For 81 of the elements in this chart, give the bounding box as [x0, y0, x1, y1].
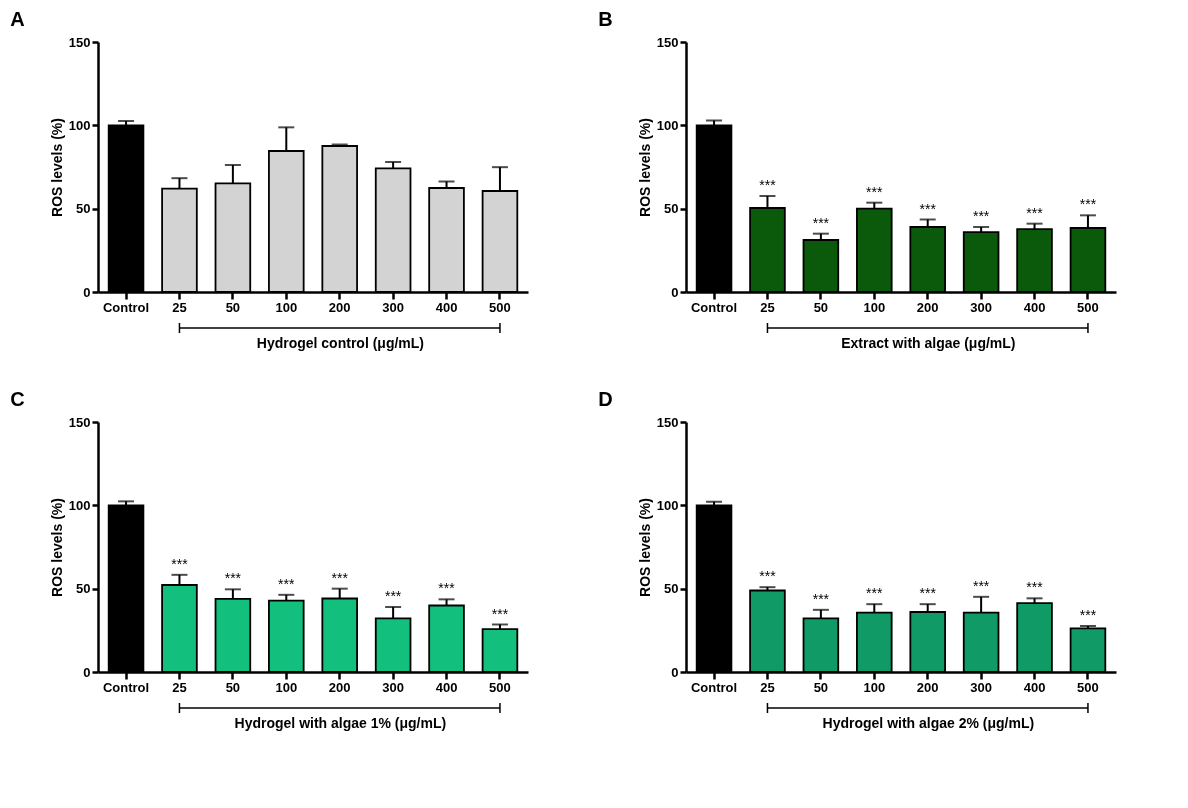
- y-tick-label: 50: [664, 201, 679, 217]
- x-tick-label: 300: [382, 679, 404, 695]
- y-axis-title: ROS levels (%): [48, 118, 65, 217]
- x-tick-label: 50: [813, 679, 829, 695]
- x-tick-label: 25: [760, 679, 775, 695]
- x-tick-label: 300: [970, 679, 992, 695]
- x-tick-label: 25: [172, 299, 187, 315]
- y-tick-label: 0: [83, 284, 91, 300]
- annotation: ***: [972, 208, 990, 224]
- x-tick-label: 200: [916, 299, 939, 315]
- chart-title: C: [10, 388, 25, 410]
- x-tick-label: 500: [489, 679, 511, 695]
- annotation: ***: [759, 568, 777, 585]
- y-tick-label: 50: [76, 201, 91, 217]
- x-tick-label: 200: [328, 299, 351, 315]
- annotation: ***: [331, 569, 349, 586]
- annotation: ***: [866, 183, 884, 200]
- y-tick-label: 50: [76, 581, 91, 597]
- x-tick-label: 50: [225, 299, 241, 315]
- y-tick-label: 100: [68, 117, 91, 133]
- y-tick-label: 100: [656, 497, 679, 513]
- x-tick-label: 200: [328, 679, 351, 695]
- annotation: ***: [759, 177, 777, 193]
- x-axis-title: Hydrogel with algae 2% (μg/mL): [822, 714, 1035, 731]
- x-tick-label: 100: [863, 299, 886, 315]
- annotation: ***: [384, 588, 402, 604]
- y-axis-title: ROS levels (%): [48, 498, 65, 597]
- x-tick-label: 100: [275, 299, 298, 315]
- x-tick-label: 100: [275, 679, 298, 695]
- y-tick-label: 100: [68, 497, 91, 513]
- x-tick-label: Control: [690, 679, 738, 695]
- x-tick-label: 300: [382, 299, 404, 315]
- y-tick-label: 50: [664, 581, 679, 597]
- x-tick-label: 400: [1023, 299, 1046, 315]
- y-tick-label: 150: [68, 414, 91, 430]
- chart-title: B: [598, 8, 613, 30]
- x-tick-label: 400: [1023, 679, 1046, 695]
- y-tick-label: 100: [656, 117, 679, 133]
- y-axis-title: ROS levels (%): [636, 498, 653, 597]
- x-tick-label: 50: [225, 679, 241, 695]
- x-tick-label: 50: [813, 299, 829, 315]
- annotation: ***: [171, 555, 189, 572]
- x-axis-title: Hydrogel control (μg/mL): [256, 334, 424, 351]
- annotation: ***: [1026, 204, 1044, 221]
- annotation: ***: [1026, 579, 1044, 596]
- y-axis-title: ROS levels (%): [636, 118, 653, 217]
- y-tick-label: 0: [671, 284, 679, 300]
- x-tick-label: 100: [863, 679, 886, 695]
- x-tick-label: 500: [1077, 679, 1099, 695]
- annotation: ***: [438, 580, 456, 597]
- annotation: ***: [491, 605, 509, 622]
- annotation: ***: [224, 570, 242, 587]
- x-tick-label: 25: [760, 299, 775, 315]
- annotation: ***: [972, 577, 990, 594]
- x-tick-label: Control: [102, 299, 150, 315]
- x-tick-label: 500: [1077, 299, 1099, 315]
- x-tick-label: 400: [435, 299, 458, 315]
- x-tick-label: 300: [970, 299, 992, 315]
- annotation: ***: [919, 585, 937, 602]
- y-tick-label: 150: [656, 34, 679, 50]
- annotation: ***: [812, 214, 830, 231]
- x-tick-label: 500: [489, 299, 511, 315]
- annotation: ***: [1079, 607, 1097, 623]
- x-tick-label: 25: [172, 679, 187, 695]
- y-tick-label: 0: [83, 664, 91, 680]
- annotation: ***: [812, 590, 830, 607]
- y-tick-label: 150: [656, 414, 679, 430]
- x-axis-title: Extract with algae (μg/mL): [841, 334, 1016, 351]
- x-tick-label: 200: [916, 679, 939, 695]
- y-tick-label: 150: [68, 34, 91, 50]
- annotation: ***: [1079, 196, 1097, 213]
- annotation: ***: [278, 575, 296, 592]
- y-tick-label: 0: [671, 664, 679, 680]
- chart-title: D: [598, 388, 613, 410]
- annotation: ***: [919, 200, 937, 217]
- annotation: ***: [866, 585, 884, 602]
- x-tick-label: Control: [102, 679, 150, 695]
- x-axis-title: Hydrogel with algae 1% (μg/mL): [234, 714, 447, 731]
- chart-title: A: [10, 8, 25, 30]
- x-tick-label: 400: [435, 679, 458, 695]
- x-tick-label: Control: [690, 299, 738, 315]
